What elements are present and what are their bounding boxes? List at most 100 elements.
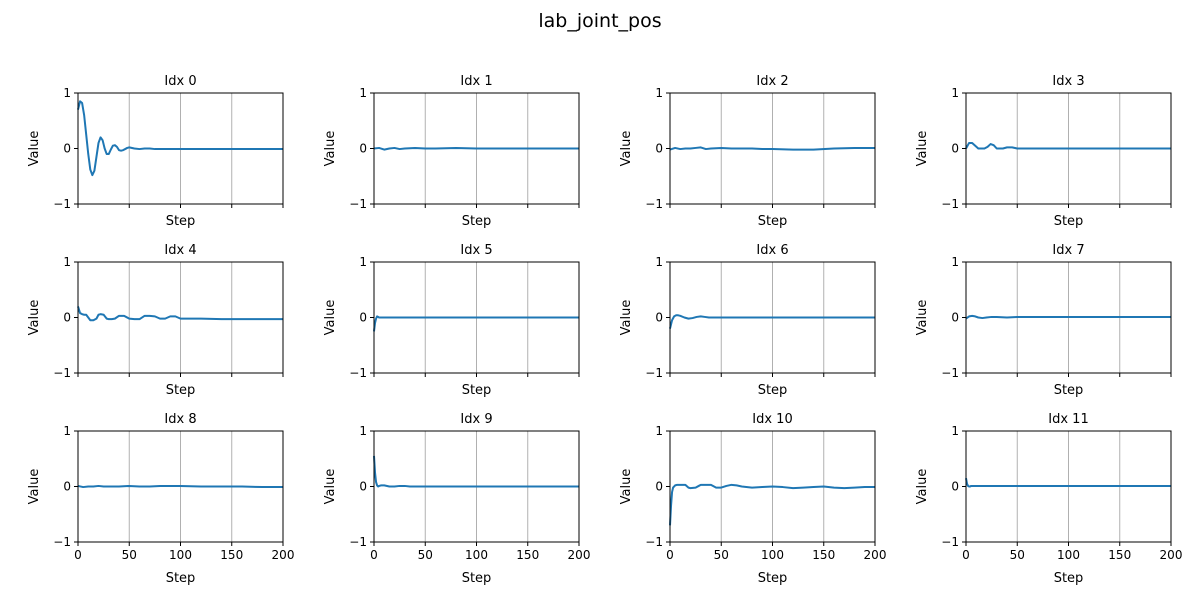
y-tick-label: 1	[63, 255, 71, 269]
y-tick-label: 0	[63, 480, 71, 494]
x-tick-label: 200	[1160, 548, 1183, 562]
x-axis-label: Step	[166, 383, 196, 398]
y-tick-label: 1	[655, 86, 663, 100]
y-tick-label: 1	[63, 86, 71, 100]
y-axis-label: Value	[323, 469, 338, 505]
subplot-title: Idx 6	[756, 243, 788, 258]
y-axis-label: Value	[27, 469, 42, 505]
x-tick-label: 200	[864, 548, 887, 562]
subplot-title: Idx 7	[1052, 243, 1084, 258]
y-tick-label: −1	[941, 535, 959, 549]
x-tick-label: 150	[812, 548, 835, 562]
subplot-3: −1 0 1 Idx 3 Step Value	[915, 74, 1172, 229]
x-tick-label: 50	[714, 548, 729, 562]
y-tick-label: 1	[655, 424, 663, 438]
subplot-0: −1 0 1 Idx 0 Step Value	[27, 74, 284, 229]
y-tick-label: 0	[359, 311, 367, 325]
y-tick-label: 1	[951, 255, 959, 269]
x-tick-label: 0	[74, 548, 82, 562]
y-axis-label: Value	[27, 131, 42, 167]
y-tick-label: −1	[349, 366, 367, 380]
y-tick-label: 1	[359, 424, 367, 438]
y-tick-label: 0	[655, 480, 663, 494]
x-tick-label: 150	[516, 548, 539, 562]
y-tick-label: 1	[359, 86, 367, 100]
x-tick-label: 100	[1057, 548, 1080, 562]
x-axis-label: Step	[462, 214, 492, 229]
subplot-2: −1 0 1 Idx 2 Step Value	[619, 74, 876, 229]
y-axis-label: Value	[915, 131, 930, 167]
y-tick-label: −1	[53, 366, 71, 380]
subplot-title: Idx 1	[460, 74, 492, 89]
subplot-title: Idx 5	[460, 243, 492, 258]
y-tick-label: 1	[951, 86, 959, 100]
subplot-6: −1 0 1 Idx 6 Step Value	[619, 243, 876, 398]
y-axis-label: Value	[915, 469, 930, 505]
y-axis-label: Value	[323, 131, 338, 167]
subplot-title: Idx 2	[756, 74, 788, 89]
subplot-title: Idx 0	[164, 74, 196, 89]
x-tick-label: 150	[1108, 548, 1131, 562]
series-line	[373, 146, 579, 151]
x-tick-label: 200	[272, 548, 295, 562]
x-tick-label: 100	[761, 548, 784, 562]
x-tick-label: 100	[465, 548, 488, 562]
series-line	[373, 455, 579, 488]
y-axis-label: Value	[619, 300, 634, 336]
y-tick-label: −1	[941, 366, 959, 380]
x-tick-label: 150	[220, 548, 243, 562]
y-axis-label: Value	[27, 300, 42, 336]
y-tick-label: 0	[359, 142, 367, 156]
series-line	[373, 315, 579, 332]
series-line	[77, 306, 283, 322]
y-tick-label: −1	[645, 197, 663, 211]
series-line	[77, 100, 283, 177]
y-tick-label: −1	[53, 197, 71, 211]
y-tick-label: 1	[951, 424, 959, 438]
y-tick-label: 0	[63, 311, 71, 325]
subplot-5: −1 0 1 Idx 5 Step Value	[323, 243, 580, 398]
y-axis-label: Value	[915, 300, 930, 336]
x-tick-label: 100	[169, 548, 192, 562]
y-tick-label: −1	[645, 366, 663, 380]
figure-title: lab_joint_pos	[538, 10, 661, 32]
subplot-title: Idx 8	[164, 412, 196, 427]
series-line	[669, 146, 875, 151]
x-axis-label: Step	[462, 383, 492, 398]
y-tick-label: 0	[359, 480, 367, 494]
y-tick-label: 1	[359, 255, 367, 269]
y-axis-label: Value	[619, 131, 634, 167]
x-tick-label: 0	[370, 548, 378, 562]
y-tick-label: −1	[941, 197, 959, 211]
series-line	[965, 314, 1171, 320]
series-line	[77, 484, 283, 489]
x-axis-label: Step	[166, 571, 196, 586]
y-tick-label: 0	[951, 480, 959, 494]
x-tick-label: 0	[962, 548, 970, 562]
x-axis-label: Step	[1054, 214, 1084, 229]
y-tick-label: 0	[951, 311, 959, 325]
x-axis-label: Step	[1054, 383, 1084, 398]
x-tick-label: 0	[666, 548, 674, 562]
y-tick-label: 0	[655, 311, 663, 325]
subplot-4: −1 0 1 Idx 4 Step Value	[27, 243, 284, 398]
y-tick-label: 0	[655, 142, 663, 156]
y-axis-label: Value	[323, 300, 338, 336]
y-tick-label: 1	[63, 424, 71, 438]
x-axis-label: Step	[1054, 571, 1084, 586]
y-tick-label: −1	[645, 535, 663, 549]
x-tick-label: 50	[122, 548, 137, 562]
series-line	[965, 477, 1171, 488]
y-axis-label: Value	[619, 469, 634, 505]
y-tick-label: −1	[349, 535, 367, 549]
y-tick-label: 1	[655, 255, 663, 269]
subplot-title: Idx 10	[752, 412, 792, 427]
x-axis-label: Step	[758, 383, 788, 398]
subplot-title: Idx 3	[1052, 74, 1084, 89]
x-axis-label: Step	[462, 571, 492, 586]
subplot-title: Idx 4	[164, 243, 196, 258]
